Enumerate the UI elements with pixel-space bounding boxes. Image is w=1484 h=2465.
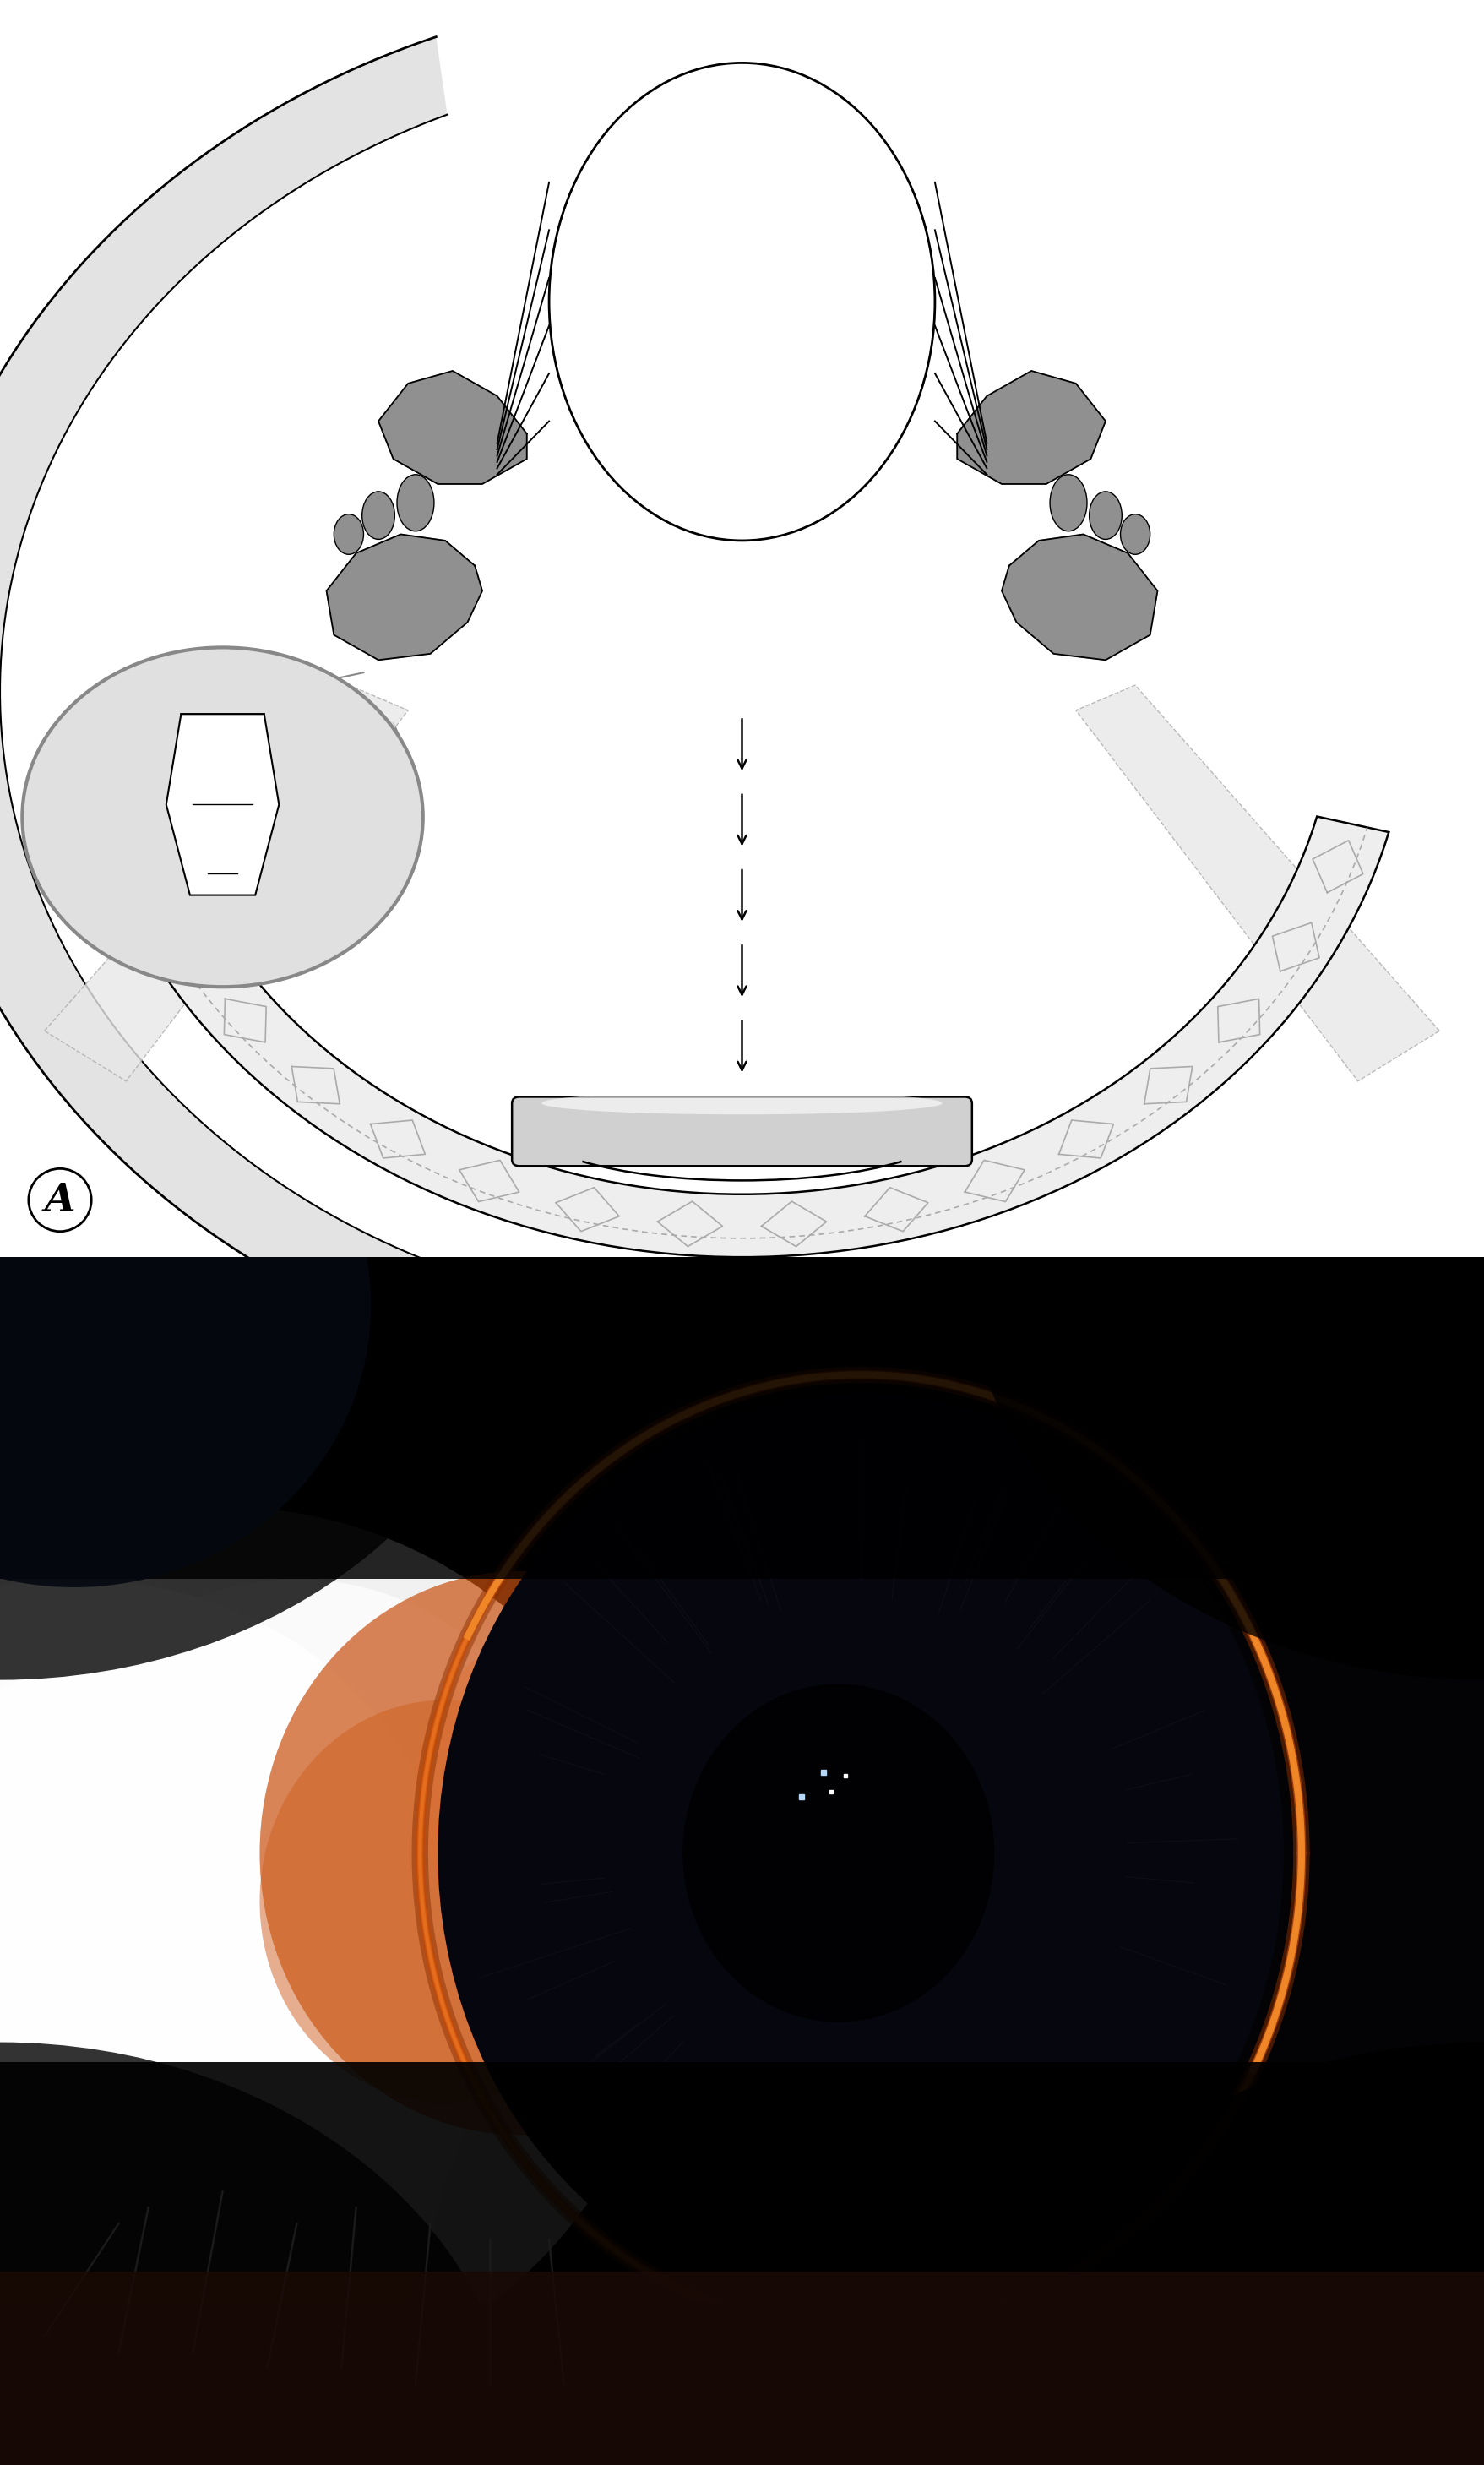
Text: A: A xyxy=(45,1181,76,1220)
Polygon shape xyxy=(0,37,447,1346)
Polygon shape xyxy=(957,370,1106,483)
Ellipse shape xyxy=(362,491,395,540)
Ellipse shape xyxy=(260,1570,779,2135)
Ellipse shape xyxy=(965,833,1484,1681)
Polygon shape xyxy=(166,715,279,895)
Ellipse shape xyxy=(542,1092,942,1114)
Ellipse shape xyxy=(398,476,435,530)
Ellipse shape xyxy=(0,1652,482,2376)
Ellipse shape xyxy=(0,1580,445,2223)
Bar xyxy=(0,2063,1484,2465)
Ellipse shape xyxy=(0,1861,445,2426)
Polygon shape xyxy=(95,816,1389,1257)
Ellipse shape xyxy=(416,1627,712,1950)
Ellipse shape xyxy=(0,1023,371,1587)
Text: B: B xyxy=(45,2391,79,2428)
Circle shape xyxy=(22,648,423,986)
Ellipse shape xyxy=(965,2041,1484,2465)
FancyBboxPatch shape xyxy=(512,1097,972,1166)
Ellipse shape xyxy=(260,1701,631,2103)
Bar xyxy=(0,2305,1484,2465)
FancyBboxPatch shape xyxy=(0,2273,1484,2465)
Ellipse shape xyxy=(1051,476,1088,530)
Ellipse shape xyxy=(0,1506,668,2394)
Polygon shape xyxy=(45,685,408,1082)
Bar xyxy=(0,1176,1484,1580)
Polygon shape xyxy=(326,535,482,661)
Ellipse shape xyxy=(1089,491,1122,540)
Ellipse shape xyxy=(334,515,364,555)
Ellipse shape xyxy=(0,833,519,1681)
Ellipse shape xyxy=(37,1580,556,2063)
Circle shape xyxy=(683,1684,994,2021)
Ellipse shape xyxy=(0,2041,519,2465)
Circle shape xyxy=(438,1395,1284,2312)
Polygon shape xyxy=(1076,685,1439,1082)
Ellipse shape xyxy=(1120,515,1150,555)
Ellipse shape xyxy=(549,62,935,540)
Polygon shape xyxy=(1002,535,1158,661)
Polygon shape xyxy=(378,370,527,483)
